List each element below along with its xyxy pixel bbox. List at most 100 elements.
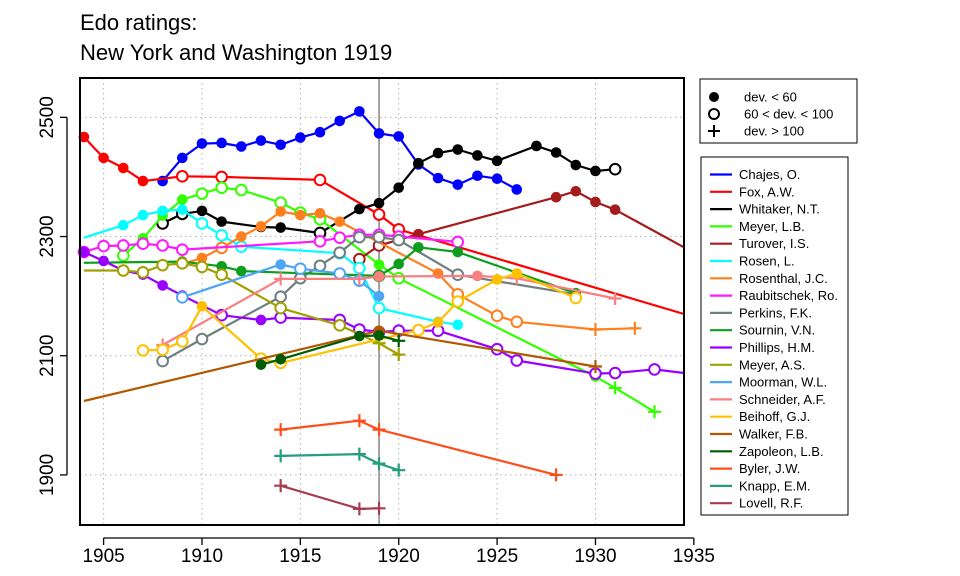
data-point-open bbox=[333, 246, 347, 259]
data-point-filled bbox=[570, 185, 582, 197]
data-point-open bbox=[156, 258, 169, 272]
legend-label: Whitaker, N.T. bbox=[739, 202, 820, 217]
data-point-filled bbox=[373, 128, 385, 139]
series-turover-i-s bbox=[353, 185, 685, 266]
data-point-open bbox=[176, 257, 189, 270]
data-point-filled bbox=[393, 258, 405, 270]
data-point-filled bbox=[570, 159, 582, 171]
series-beihoff-g-j bbox=[136, 268, 583, 370]
data-point-filled bbox=[354, 203, 365, 215]
legend-label: Byler, J.W. bbox=[739, 461, 800, 476]
data-point-filled bbox=[275, 206, 286, 217]
data-point-plus bbox=[352, 447, 366, 461]
legend-label: Turover, I.S. bbox=[739, 236, 809, 251]
legend-label: Moorman, W.L. bbox=[739, 375, 827, 390]
data-point-open bbox=[176, 243, 189, 256]
data-point-open bbox=[510, 354, 524, 367]
legend-label: Meyer, L.B. bbox=[739, 219, 805, 234]
data-point-open bbox=[353, 230, 366, 244]
y-tick-label: 2100 bbox=[37, 335, 58, 377]
data-point-plus bbox=[274, 449, 288, 463]
data-point-filled bbox=[236, 141, 247, 152]
data-point-filled bbox=[550, 147, 562, 158]
data-point-open bbox=[274, 290, 287, 304]
data-point-filled bbox=[452, 246, 464, 258]
data-point-filled bbox=[373, 271, 385, 282]
legend-label: Perkins, F.K. bbox=[739, 305, 812, 320]
legend-label: Raubitschek, Ro. bbox=[739, 288, 838, 303]
data-point-open bbox=[353, 261, 366, 275]
data-point-open bbox=[176, 170, 189, 183]
series-moorman-w-l bbox=[176, 259, 385, 304]
series-legend: Chajes, O. Fox, A.W. Whitaker, N.T. Meyer, … bbox=[700, 156, 849, 516]
data-point-filled bbox=[196, 138, 208, 149]
data-point-filled bbox=[373, 330, 385, 341]
series-chajes-o bbox=[157, 106, 523, 195]
data-point-filled bbox=[413, 241, 424, 253]
x-tick-label: 1910 bbox=[181, 546, 223, 567]
data-point-plus bbox=[628, 321, 642, 335]
data-point-filled bbox=[295, 132, 306, 143]
data-point-open bbox=[333, 319, 347, 332]
series-meyer-a-s bbox=[83, 257, 406, 362]
data-point-plus bbox=[352, 414, 366, 428]
data-point-open bbox=[313, 235, 327, 248]
data-point-plus bbox=[352, 502, 366, 516]
data-point-filled bbox=[216, 216, 227, 227]
data-point-filled bbox=[117, 219, 129, 231]
data-point-filled bbox=[354, 106, 365, 117]
data-point-plus bbox=[372, 457, 386, 471]
data-point-plus bbox=[608, 381, 622, 395]
x-tick-label: 1905 bbox=[82, 546, 124, 567]
data-point-open bbox=[215, 268, 228, 281]
data-point-open bbox=[372, 230, 386, 244]
legend-label: Zapoleon, L.B. bbox=[739, 444, 824, 459]
series-byler-j-w bbox=[274, 414, 563, 482]
data-point-open bbox=[648, 363, 661, 376]
data-point-open bbox=[156, 343, 169, 357]
data-point-filled bbox=[275, 354, 286, 365]
data-point-filled bbox=[531, 140, 542, 152]
marker-legend: dev. < 60 60 < dev. < 100 dev. > 100 bbox=[699, 78, 858, 144]
data-point-filled bbox=[452, 319, 464, 331]
data-point-open bbox=[451, 268, 465, 281]
y-tick-label: 1900 bbox=[37, 454, 58, 496]
data-point-open bbox=[569, 291, 583, 305]
legend-label: Beihoff, G.J. bbox=[739, 409, 810, 424]
series-rosenthal-j-c bbox=[177, 206, 642, 337]
data-point-open bbox=[215, 229, 228, 242]
data-point-filled bbox=[157, 280, 168, 291]
data-point-open bbox=[176, 335, 189, 348]
data-point-filled bbox=[511, 268, 523, 279]
series-lovell-r-f bbox=[274, 479, 386, 516]
data-point-filled bbox=[452, 144, 464, 155]
marker-legend-label: 60 < dev. < 100 bbox=[744, 107, 833, 122]
data-point-filled bbox=[432, 147, 444, 159]
data-point-filled bbox=[216, 137, 227, 149]
data-point-plus bbox=[392, 463, 406, 477]
data-point-filled bbox=[255, 314, 267, 326]
data-point-open bbox=[333, 267, 347, 280]
data-point-open bbox=[235, 183, 248, 197]
data-point-filled bbox=[196, 300, 208, 312]
data-point-open bbox=[372, 208, 386, 221]
series-line bbox=[280, 484, 380, 510]
data-point-filled bbox=[334, 216, 346, 227]
legend-label: Knapp, E.M. bbox=[739, 478, 811, 493]
marker-legend-box bbox=[699, 78, 858, 144]
data-point-filled bbox=[196, 252, 208, 264]
data-point-filled bbox=[275, 139, 286, 151]
x-tick-label: 1935 bbox=[673, 546, 715, 567]
data-point-open bbox=[215, 181, 228, 194]
data-point-plus bbox=[372, 423, 386, 437]
x-tick-label: 1915 bbox=[279, 546, 321, 567]
legend-label: Meyer, A.S. bbox=[739, 357, 805, 372]
data-point-filled bbox=[590, 165, 601, 177]
legend-label: Chajes, O. bbox=[739, 167, 800, 182]
data-point-filled bbox=[137, 175, 149, 187]
data-point-open bbox=[392, 233, 406, 247]
data-point-filled bbox=[491, 173, 503, 185]
x-tick-label: 1920 bbox=[378, 546, 420, 567]
data-point-plus bbox=[274, 479, 288, 493]
data-point-open bbox=[116, 264, 130, 277]
